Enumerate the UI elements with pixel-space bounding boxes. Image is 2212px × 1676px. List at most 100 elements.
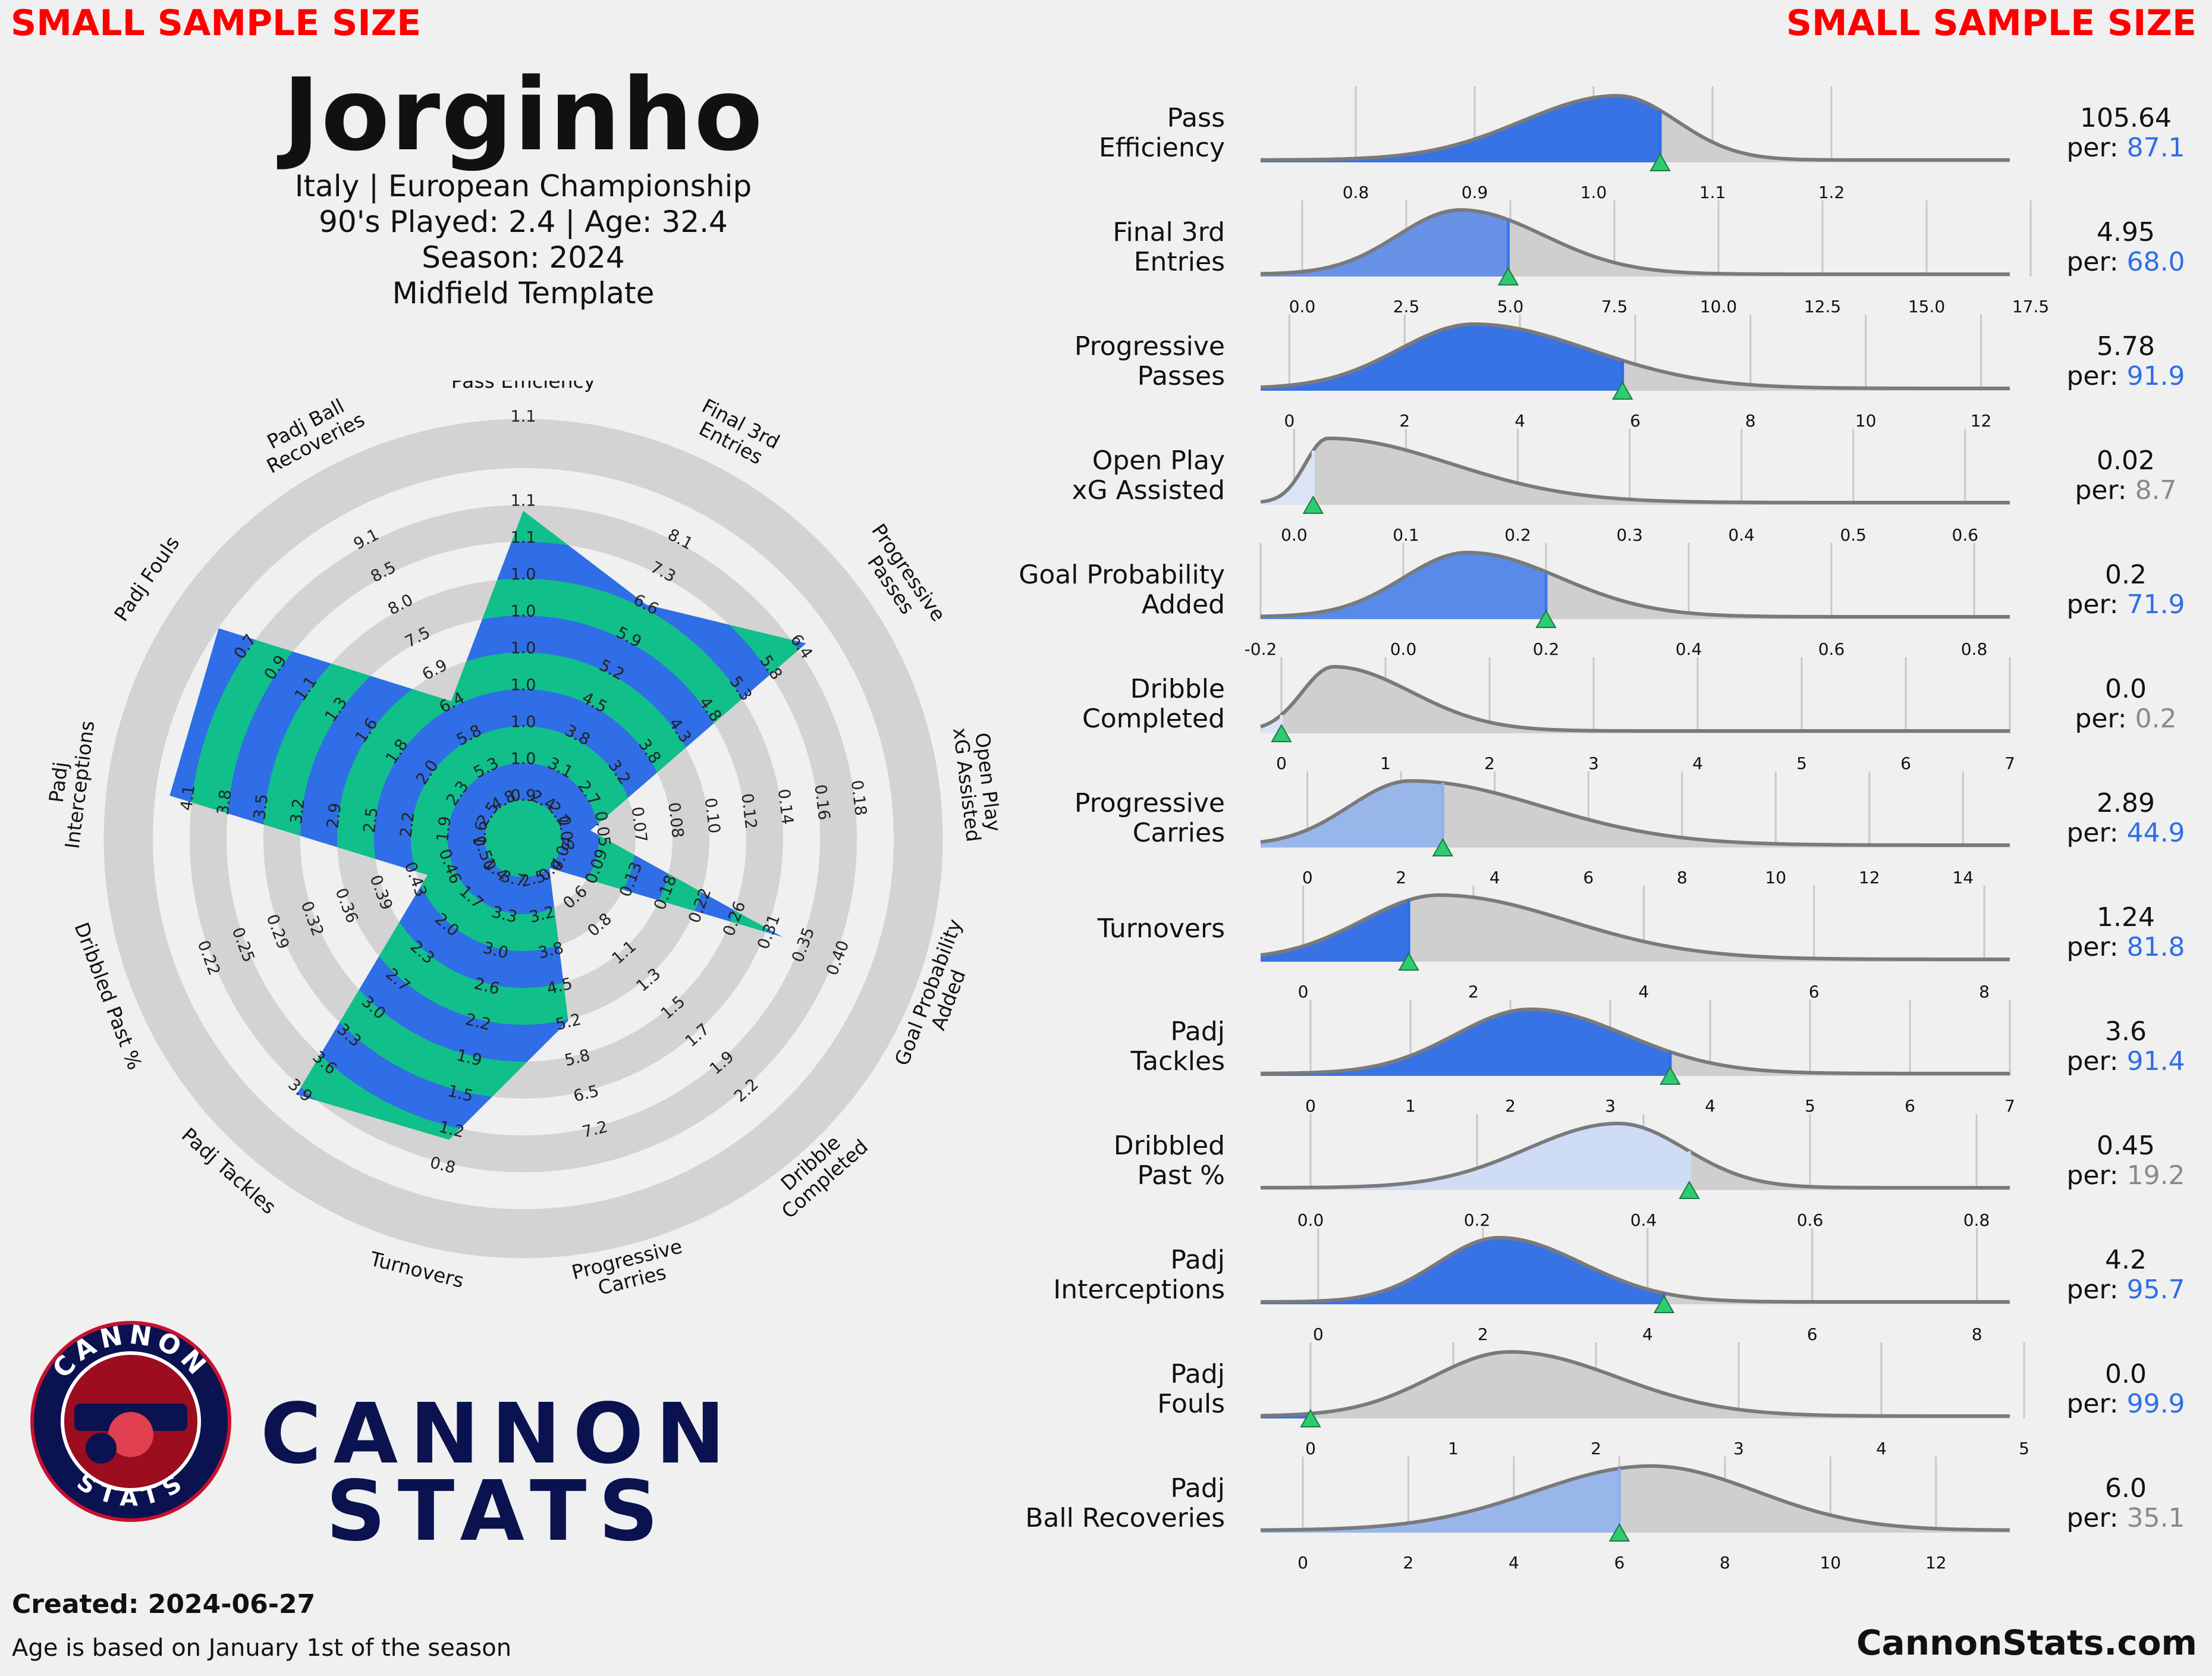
player-name: Jorginho bbox=[282, 57, 764, 173]
player-marker-icon bbox=[1302, 495, 1324, 514]
distribution-curve bbox=[1260, 779, 2010, 847]
distribution-tick-label: 3 bbox=[1588, 754, 1599, 773]
distribution-metric-label: Dribbled bbox=[1114, 1131, 1225, 1161]
distribution-tick-label: 0 bbox=[1284, 411, 1295, 431]
distribution-percentile: per: 35.1 bbox=[2066, 1503, 2185, 1533]
distribution-metric-label: Turnovers bbox=[1097, 914, 1225, 944]
distribution-tick-label: 4 bbox=[1642, 1325, 1653, 1344]
distribution-tick-label: 2 bbox=[1505, 1096, 1516, 1116]
player-marker-icon bbox=[1535, 609, 1557, 628]
player-marker-icon bbox=[1398, 952, 1419, 971]
distribution-tick-label: 17.5 bbox=[2012, 297, 2049, 316]
distribution-tick-label: 0.0 bbox=[1297, 1210, 1324, 1230]
distribution-tick-label: 2 bbox=[1468, 982, 1479, 1002]
distribution-tick-label: 2 bbox=[1396, 868, 1406, 887]
distribution-tick-label: 4 bbox=[1509, 1553, 1519, 1570]
distribution-tick-label: 6 bbox=[1583, 868, 1594, 887]
distribution-tick-label: 5.0 bbox=[1497, 297, 1524, 316]
radar-tick-label: 1.0 bbox=[511, 676, 536, 695]
distribution-metric-label: Ball Recoveries bbox=[1025, 1503, 1225, 1533]
distribution-value: 1.24 bbox=[2097, 902, 2155, 933]
distribution-area bbox=[1261, 895, 2010, 962]
distribution-metric-label: Past % bbox=[1138, 1160, 1226, 1191]
radar-tick-label: 1.1 bbox=[511, 407, 536, 426]
created-date: Created: 2024-06-27 bbox=[12, 1589, 316, 1619]
radar-tick-label: 1.0 bbox=[511, 639, 536, 658]
distribution-value: 0.2 bbox=[2105, 560, 2147, 590]
distribution-curve bbox=[1260, 1008, 2010, 1075]
brand-line-1: CANNON bbox=[260, 1386, 737, 1483]
distribution-tick-label: 6 bbox=[1614, 1553, 1625, 1570]
distribution-value: 0.02 bbox=[2097, 445, 2155, 476]
distribution-tick-label: 0 bbox=[1305, 1096, 1316, 1116]
radar-tick-label: 0.9 bbox=[511, 787, 536, 805]
distribution-percentile-fill bbox=[1261, 900, 1409, 962]
distribution-curve bbox=[1260, 893, 2010, 961]
distribution-curve bbox=[1260, 94, 2010, 162]
distribution-area bbox=[1261, 667, 2010, 733]
distribution-tick-label: 5 bbox=[1796, 754, 1807, 773]
distribution-tick-label: 0.4 bbox=[1676, 639, 1702, 659]
distribution-percentile: per: 87.1 bbox=[2066, 133, 2185, 163]
distribution-percentile: per: 0.2 bbox=[2075, 704, 2176, 734]
distribution-tick-label: 8 bbox=[1677, 868, 1688, 887]
radar-tick-label: 1.9 bbox=[433, 815, 455, 843]
distribution-metric-label: Tackles bbox=[1130, 1046, 1225, 1076]
radar-tick-label: 2.9 bbox=[323, 802, 345, 829]
distribution-tick-label: 0.2 bbox=[1464, 1210, 1491, 1230]
distribution-percentile: per: 71.9 bbox=[2066, 589, 2185, 620]
distribution-tick-label: 10 bbox=[1855, 411, 1877, 431]
player-marker-icon bbox=[1660, 1066, 1681, 1085]
distribution-area bbox=[1261, 1466, 2010, 1533]
distribution-tick-label: 0.6 bbox=[1818, 639, 1845, 659]
distribution-area bbox=[1261, 438, 2010, 505]
distribution-metric-label: Efficiency bbox=[1099, 133, 1225, 163]
distribution-tick-label: 2 bbox=[1403, 1553, 1414, 1570]
distribution-tick-label: 10 bbox=[1765, 868, 1786, 887]
distribution-curve bbox=[1259, 665, 2010, 733]
distribution-percentile-fill bbox=[1261, 450, 1314, 505]
distribution-tick-label: 8 bbox=[1972, 1325, 1982, 1344]
radar-tick-label: 3.2 bbox=[287, 798, 309, 825]
distribution-tick-label: 0.8 bbox=[1343, 183, 1369, 202]
distribution-metric-label: Added bbox=[1142, 589, 1225, 620]
distribution-charts: 0.8 0.9 1.0 1.1 1.2PassEfficiency105.64per: … bbox=[1019, 86, 2185, 1570]
player-marker-icon bbox=[1300, 1408, 1321, 1427]
radar-axis-label: Turnovers bbox=[367, 1247, 466, 1292]
distribution-value: 4.95 bbox=[2097, 217, 2155, 247]
distribution-percentile: per: 91.9 bbox=[2066, 361, 2185, 391]
distribution-tick-label: 0.6 bbox=[1797, 1210, 1824, 1230]
distribution-tick-label: 4 bbox=[1692, 754, 1703, 773]
distribution-percentile: per: 99.9 bbox=[2066, 1389, 2185, 1419]
distribution-percentile: per: 95.7 bbox=[2066, 1275, 2185, 1305]
distribution-tick-label: 6 bbox=[1807, 1325, 1818, 1344]
distribution-metric-label: Interceptions bbox=[1053, 1275, 1225, 1305]
distribution-percentile-fill bbox=[1261, 96, 1660, 162]
age-note: Age is based on January 1st of the seaso… bbox=[12, 1634, 512, 1662]
radar-center bbox=[492, 807, 555, 870]
distribution-tick-label: 0.2 bbox=[1504, 525, 1531, 545]
distribution-metric-label: Entries bbox=[1134, 247, 1225, 277]
radar-tick-label: 1.0 bbox=[511, 566, 536, 584]
radar-tick-label: 1.0 bbox=[511, 750, 536, 768]
small-sample-warning-right: SMALL SAMPLE SIZE bbox=[1786, 2, 2197, 44]
distribution-tick-label: 7.5 bbox=[1601, 297, 1628, 316]
distribution-percentile: per: 91.4 bbox=[2066, 1046, 2185, 1076]
distribution-tick-label: -0.2 bbox=[1245, 639, 1277, 659]
distribution-value: 5.78 bbox=[2097, 331, 2155, 362]
distribution-tick-label: 12 bbox=[1925, 1553, 1947, 1570]
distribution-row: 0.0 0.1 0.2 0.3 0.4 0.5 0.6 Open PlayxG Assiste… bbox=[1072, 429, 2177, 545]
radar-tick-label: 0.03 bbox=[554, 815, 577, 852]
distribution-tick-label: 15.0 bbox=[1908, 297, 1945, 316]
distribution-metric-label: Final 3rd bbox=[1113, 217, 1225, 247]
distribution-metric-label: Dribble bbox=[1130, 674, 1225, 704]
distribution-percentile: per: 44.9 bbox=[2066, 818, 2185, 848]
cannon-stats-logo-icon: CANNON STATS bbox=[30, 1320, 231, 1522]
distribution-metric-label: Progressive bbox=[1074, 788, 1225, 818]
